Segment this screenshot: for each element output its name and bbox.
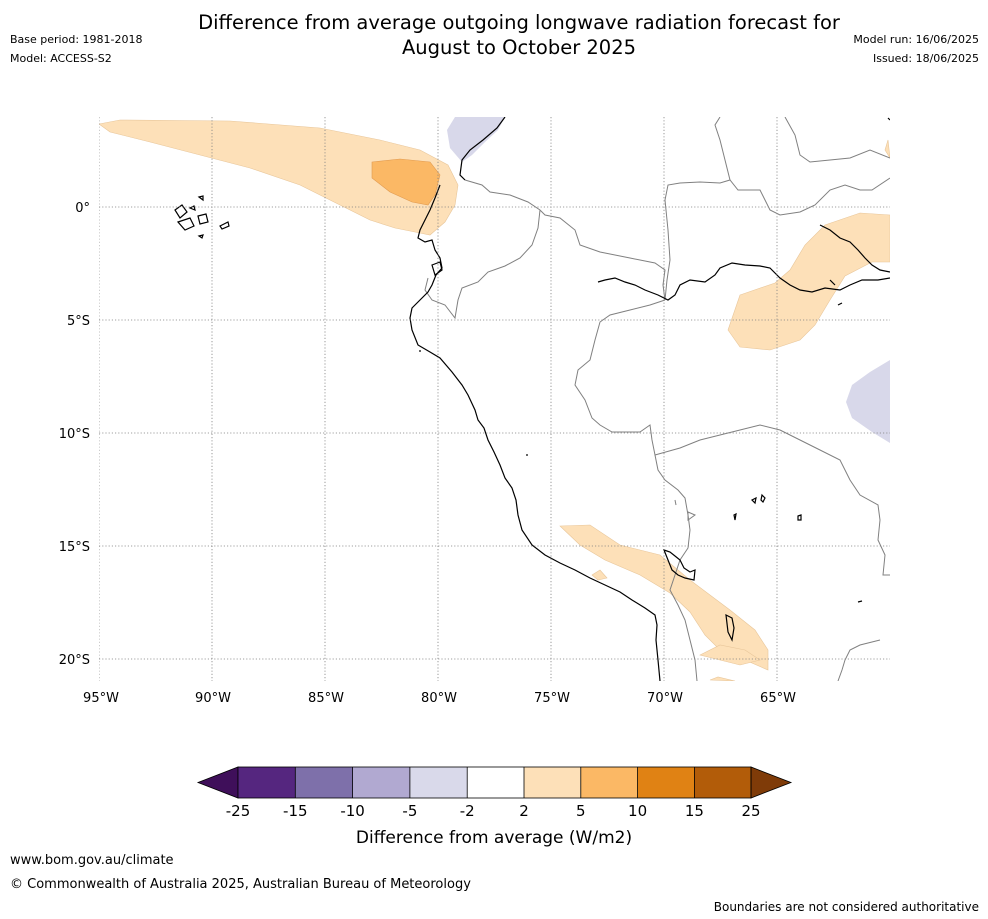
colorbar-title: Difference from average (W/m2): [356, 828, 632, 848]
footer-url[interactable]: www.bom.gov.au/climate: [10, 853, 174, 868]
chart-title: Difference from average outgoing longwav…: [0, 10, 988, 60]
lon-label-75w: 75°W: [534, 691, 570, 706]
latitude-labels: 0° 5°S 10°S 15°S 20°S: [59, 201, 90, 668]
model-label: Model: ACCESS-S2: [10, 52, 112, 65]
colorbar-tick-label: -15: [283, 802, 308, 820]
colorbar-tick-label: 10: [628, 802, 647, 820]
colorbar-swatch: [409, 767, 468, 798]
lon-label-85w: 85°W: [308, 691, 344, 706]
coastlines: [174, 117, 890, 681]
colorbar-tick-label: -5: [402, 802, 417, 820]
colorbar-tick-label: -10: [340, 802, 365, 820]
colorbar-extend-low: [196, 766, 239, 799]
colorbar-swatch: [238, 767, 296, 798]
positive-anomaly-medium: [371, 158, 441, 206]
title-line-2: August to October 2025: [401, 36, 637, 59]
footer-disclaimer: Boundaries are not considered authoritat…: [713, 900, 979, 914]
lat-label-20s: 20°S: [59, 653, 90, 668]
lon-label-95w: 95°W: [83, 691, 119, 706]
graticule: [99, 117, 890, 681]
colorbar-swatch: [524, 767, 581, 798]
colorbar-swatch: [467, 767, 524, 798]
colorbar-extend-high: [750, 766, 793, 799]
colorbar-swatch: [580, 767, 638, 798]
colorbar-tick-label: -25: [226, 802, 251, 820]
negative-anomaly-light: [447, 117, 890, 443]
colorbar-tick-label: 25: [741, 802, 760, 820]
lon-label-70w: 70°W: [647, 691, 683, 706]
map-area: [99, 117, 890, 681]
colorbar-swatch: [295, 767, 353, 798]
lon-label-65w: 65°W: [760, 691, 796, 706]
colorbar-swatch: [637, 767, 695, 798]
colorbar-swatch: [352, 767, 410, 798]
colorbar: -25 -15 -10 -5 -2 2 5 10 15 25 Differenc…: [196, 766, 793, 848]
title-line-1: Difference from average outgoing longwav…: [198, 11, 840, 34]
colorbar-tick-label: 5: [576, 802, 586, 820]
lon-label-90w: 90°W: [195, 691, 231, 706]
positive-anomaly-light: [99, 119, 890, 681]
footer-copyright: © Commonwealth of Australia 2025, Austra…: [10, 877, 471, 892]
lat-label-5s: 5°S: [67, 314, 90, 329]
base-period-label: Base period: 1981-2018: [10, 33, 143, 46]
lat-label-0: 0°: [75, 201, 90, 216]
colorbar-dividers: [294, 767, 695, 798]
lon-label-80w: 80°W: [421, 691, 457, 706]
country-borders: [424, 117, 890, 681]
colorbar-tick-label: 15: [685, 802, 704, 820]
colorbar-tick-label: 2: [519, 802, 529, 820]
lat-label-10s: 10°S: [59, 427, 90, 442]
lat-label-15s: 15°S: [59, 540, 90, 555]
colorbar-swatch: [694, 767, 751, 798]
issued-label: Issued: 18/06/2025: [872, 52, 979, 65]
colorbar-outline: [237, 766, 752, 799]
colorbar-tick-label: -2: [460, 802, 475, 820]
longitude-labels: 95°W 90°W 85°W 80°W 75°W 70°W 65°W: [83, 691, 796, 706]
model-run-label: Model run: 16/06/2025: [853, 33, 979, 46]
